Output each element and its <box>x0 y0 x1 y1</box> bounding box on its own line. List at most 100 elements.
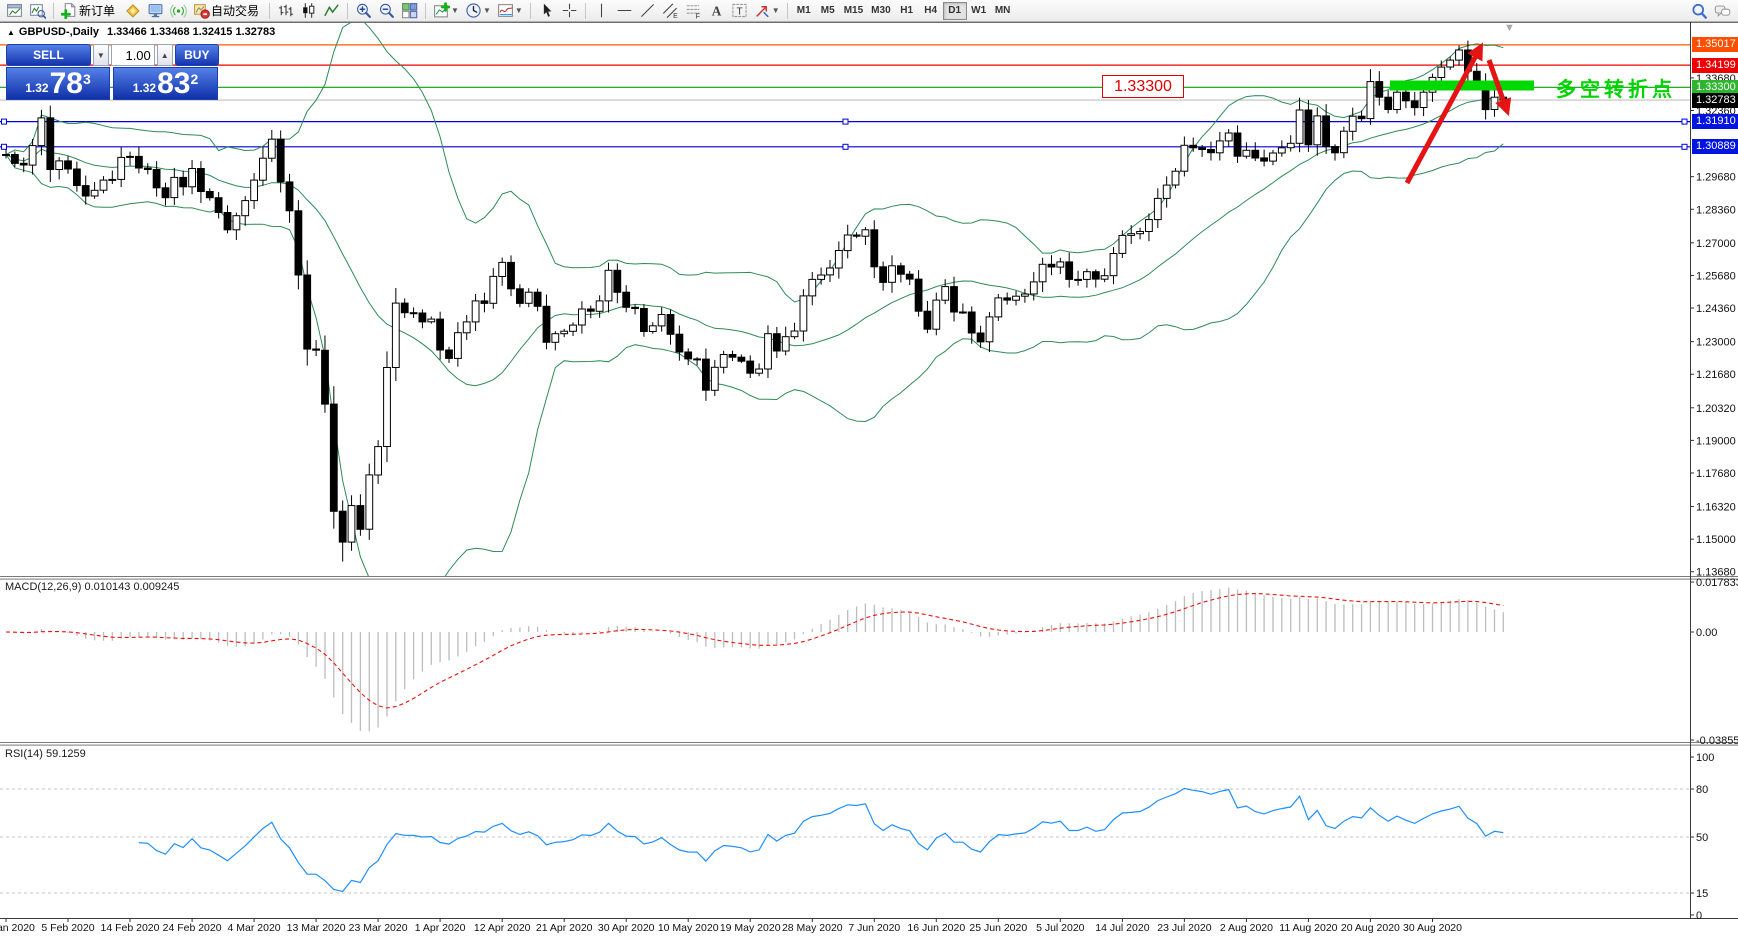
chart-title: ▲ GBPUSD-,Daily 1.33466 1.33468 1.32415 1.… <box>7 26 275 38</box>
timeframe-M5-button[interactable]: M5 <box>820 5 835 16</box>
annotation-text[interactable]: 多空转折点 <box>1556 79 1676 101</box>
tick-chart-button[interactable] <box>26 1 49 21</box>
up-arrow-annotation[interactable] <box>1404 42 1484 185</box>
timeframe-H1-button[interactable]: H1 <box>900 5 914 16</box>
chart-window-button[interactable] <box>3 1 26 21</box>
candle-chart-button[interactable] <box>297 1 320 21</box>
sell-price-tile[interactable]: 1.32 78 3 <box>6 67 110 100</box>
rsi-line <box>138 787 1504 893</box>
tile-windows-button[interactable] <box>398 1 421 21</box>
time-axis-line <box>0 918 1738 919</box>
svg-text:-0.038559: -0.038559 <box>1696 735 1738 747</box>
svg-text:1.17680: 1.17680 <box>1696 468 1736 480</box>
collapse-triangle-icon: ▲ <box>7 28 15 37</box>
search-button[interactable] <box>1688 1 1711 21</box>
date-label: 19 May 2020 <box>720 922 781 934</box>
channel-button[interactable]: E <box>659 1 682 21</box>
channel-icon: E <box>662 2 679 19</box>
buy-price-big: 83 <box>157 67 191 100</box>
date-label: 20 Aug 2020 <box>1341 922 1400 934</box>
line-handle[interactable] <box>1 143 7 150</box>
chart-shift-marker-icon[interactable]: ▼ <box>1504 22 1515 34</box>
date-label: 10 May 2020 <box>658 922 719 934</box>
line-handle[interactable] <box>842 118 849 125</box>
dropdown-caret-icon: ▼ <box>451 6 459 15</box>
rsi-panel-separator[interactable] <box>0 744 1738 746</box>
line-handle[interactable] <box>1 118 7 125</box>
trendline-button[interactable] <box>636 1 659 21</box>
bar-chart-button[interactable] <box>274 1 297 21</box>
new-order-label: 新订单 <box>79 4 116 18</box>
text-icon: A <box>708 2 725 19</box>
date-label: 30 Aug 2020 <box>1403 922 1462 934</box>
line-handle[interactable] <box>1681 118 1688 125</box>
metaeditor-button[interactable] <box>121 1 144 21</box>
text-button[interactable]: A <box>705 1 728 21</box>
toolbar-separator <box>529 2 531 19</box>
dropdown-caret-icon: ▼ <box>482 6 491 15</box>
add-indicator-icon <box>433 2 451 19</box>
volume-decrease-button[interactable]: ▼ <box>92 44 109 66</box>
text-label-button[interactable]: T <box>728 1 751 21</box>
add-indicator-button[interactable]: ▼ <box>430 1 462 21</box>
candle-chart-icon <box>300 2 317 19</box>
terminal-button[interactable] <box>144 1 167 21</box>
line-chart-button[interactable] <box>320 1 343 21</box>
cursor-button[interactable] <box>535 1 558 21</box>
macd-panel-separator[interactable] <box>0 578 1738 580</box>
svg-text:80: 80 <box>1696 784 1708 796</box>
search-icon <box>1691 3 1708 20</box>
fibonacci-button[interactable]: F <box>682 1 705 21</box>
sell-button[interactable]: SELL <box>6 44 91 66</box>
down-arrow-annotation[interactable] <box>1486 59 1512 117</box>
sell-price-pipette: 3 <box>82 71 91 87</box>
templates-button[interactable]: ▼ <box>494 1 526 21</box>
toolbar-separator <box>53 2 54 19</box>
toolbar-separator <box>786 2 788 19</box>
volume-input[interactable] <box>110 44 155 66</box>
line-handle[interactable] <box>1681 143 1688 150</box>
date-label: 28 May 2020 <box>782 922 843 934</box>
svg-text:1.16320: 1.16320 <box>1696 502 1736 514</box>
signal-button[interactable] <box>167 1 190 21</box>
buy-button[interactable]: BUY <box>174 44 219 66</box>
svg-text:0.017833: 0.017833 <box>1696 577 1738 589</box>
toolbar-separator <box>347 2 349 19</box>
timeframe-H4-button[interactable]: H4 <box>924 5 938 16</box>
toolbar-separator <box>425 2 427 19</box>
date-label: 7 Jun 2020 <box>848 922 900 934</box>
arrows-button[interactable]: ▼ <box>751 1 783 21</box>
volume-increase-button[interactable]: ▲ <box>156 44 173 66</box>
buy-price-tile[interactable]: 1.32 83 2 <box>113 67 218 100</box>
chat-button[interactable] <box>1711 1 1734 21</box>
fibonacci-icon: F <box>685 2 702 19</box>
zoom-out-button[interactable] <box>375 1 398 21</box>
vline-button[interactable] <box>590 1 613 21</box>
timeframe-M1-button[interactable]: M1 <box>796 5 811 16</box>
crosshair-button[interactable] <box>558 1 581 21</box>
date-label: 2 Aug 2020 <box>1220 922 1273 934</box>
hline-button[interactable] <box>613 1 636 21</box>
timeframe-M30-button[interactable]: M30 <box>871 5 891 16</box>
timeframe-D1-button[interactable]: D1 <box>942 1 967 20</box>
date-label: 4 Mar 2020 <box>228 922 281 934</box>
timeframe-W1-button[interactable]: W1 <box>971 5 987 16</box>
timeframe-MN-button[interactable]: MN <box>994 5 1011 16</box>
periods-button[interactable]: ▼ <box>462 1 494 21</box>
crosshair-icon <box>561 2 578 19</box>
autotrade-button[interactable]: 自动交易 <box>190 1 265 21</box>
zoom-in-icon <box>355 2 372 19</box>
price-tag-resistance: 1.34199 <box>1692 58 1738 73</box>
svg-text:1.27000: 1.27000 <box>1696 238 1736 250</box>
sell-price-prefix: 1.32 <box>25 81 49 95</box>
macd-label: MACD(12,26,9) 0.010143 0.009245 <box>5 581 180 593</box>
new-order-button[interactable]: 新订单 <box>58 1 121 21</box>
caret-up-icon: ▲ <box>160 50 169 60</box>
timeframe-M15-button[interactable]: M15 <box>843 5 864 16</box>
price-level-callout[interactable]: 1.33300 <box>1102 75 1184 98</box>
svg-text:0.00: 0.00 <box>1696 627 1717 639</box>
line-handle[interactable] <box>842 143 849 150</box>
templates-icon <box>497 2 514 19</box>
zoom-in-button[interactable] <box>352 1 375 21</box>
